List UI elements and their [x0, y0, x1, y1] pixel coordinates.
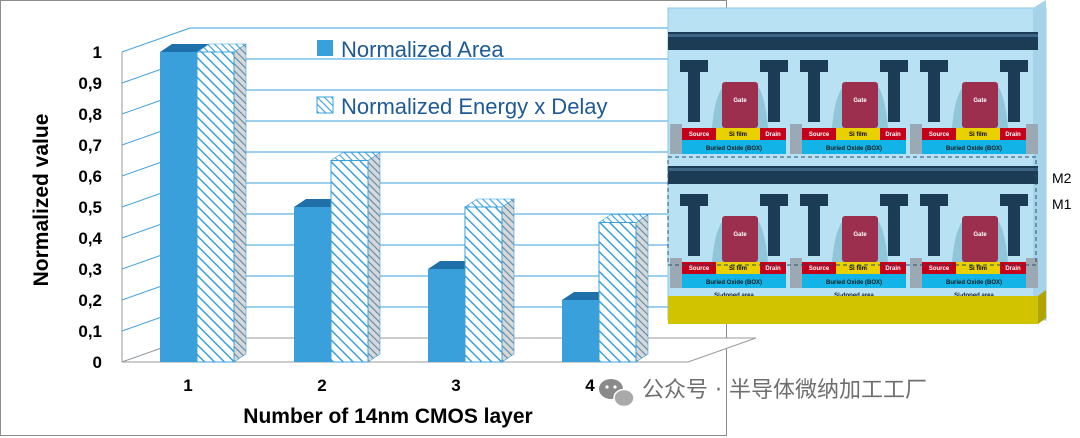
box-label: Buried Oxide (BOX) — [826, 146, 882, 152]
legend: Normalized Area Normalized Energy x Dela… — [316, 37, 608, 119]
legend-label-energy-delay: Normalized Energy x Delay — [341, 94, 608, 119]
box-label: Buried Oxide (BOX) — [706, 146, 762, 152]
drain-label: Drain — [885, 132, 901, 138]
si-film-label: Si film — [849, 132, 867, 138]
source-label: Source — [809, 132, 830, 138]
legend-label-area: Normalized Area — [341, 37, 504, 62]
si-film-label: Si film — [849, 266, 867, 272]
watermark: 公众号 · 半导体微纳加工工厂 — [599, 378, 927, 408]
drain-label: Drain — [885, 266, 901, 272]
y-tick-3: 0,3 — [78, 260, 102, 279]
legend-swatch-area — [317, 40, 333, 56]
x-tick-3: 3 — [451, 376, 460, 395]
y-tick-0: 0 — [93, 353, 102, 372]
y-tick-9: 0,9 — [78, 74, 102, 93]
m1-label: M1 — [1052, 196, 1072, 212]
si-film-label: Si film — [729, 132, 747, 138]
source-label: Source — [929, 132, 950, 138]
x-tick-1: 1 — [183, 376, 192, 395]
drain-label: Drain — [1005, 132, 1021, 138]
gate-label: Gate — [853, 232, 867, 238]
drain-label: Drain — [765, 132, 781, 138]
tier-1: Gate Source Si film Drain Buried Oxide (BOX)… — [668, 32, 1038, 154]
bars — [160, 43, 649, 363]
y-tick-4: 0,4 — [78, 229, 102, 248]
source-label: Source — [689, 132, 710, 138]
drain-label: Drain — [765, 266, 781, 272]
box-label: Buried Oxide (BOX) — [946, 280, 1002, 286]
legend-swatch-energy-delay — [316, 96, 334, 114]
x-tick-2: 2 — [317, 376, 326, 395]
box-label: Buried Oxide (BOX) — [706, 280, 762, 286]
x-tick-4: 4 — [585, 376, 595, 395]
gate-label: Gate — [853, 98, 867, 104]
si-film-label: Si film — [969, 132, 987, 138]
gate-label: Gate — [733, 98, 747, 104]
bar-energy-delay-2 — [330, 151, 381, 363]
source-label: Source — [689, 266, 710, 272]
gridline-left-10 — [121, 27, 191, 53]
y-tick-7: 0,7 — [78, 136, 102, 155]
x-axis-title: Number of 14nm CMOS layer — [243, 405, 532, 428]
y-tick-2: 0,2 — [78, 291, 102, 310]
m2-label: M2 — [1052, 170, 1072, 186]
bar-energy-delay-1 — [196, 43, 247, 363]
y-tick-6: 0,6 — [78, 167, 102, 186]
y-tick-5: 0,5 — [78, 198, 102, 217]
y-tick-10: 1 — [93, 43, 102, 62]
si-film-label: Si film — [969, 266, 987, 272]
drain-label: Drain — [1005, 266, 1021, 272]
bar-energy-delay-3 — [464, 198, 515, 363]
source-label: Source — [929, 266, 950, 272]
box-label: Buried Oxide (BOX) — [826, 280, 882, 286]
substrate-side — [1038, 290, 1046, 324]
substrate — [668, 296, 1038, 324]
y-tick-8: 0,8 — [78, 105, 102, 124]
watermark-text: 公众号 · 半导体微纳加工工厂 — [642, 378, 927, 403]
source-label: Source — [809, 266, 830, 272]
si-film-label: Si film — [729, 266, 747, 272]
wechat-icon — [599, 379, 635, 408]
x-tick-labels: 1 2 3 4 — [183, 376, 595, 395]
y-tick-1: 0,1 — [78, 322, 102, 341]
box-label: Buried Oxide (BOX) — [946, 146, 1002, 152]
y-axis-title: Normalized value — [30, 114, 53, 287]
device-illustration: Gate Source Si film Drain Buried Oxide (BOX)… — [667, 0, 1072, 324]
y-tick-labels: 0 0,1 0,2 0,3 0,4 0,5 0,6 0,7 0,8 0,9 1 — [78, 43, 102, 372]
gate-label: Gate — [973, 232, 987, 238]
bar-energy-delay-4 — [598, 213, 649, 363]
gate-label: Gate — [733, 232, 747, 238]
gate-label: Gate — [973, 98, 987, 104]
